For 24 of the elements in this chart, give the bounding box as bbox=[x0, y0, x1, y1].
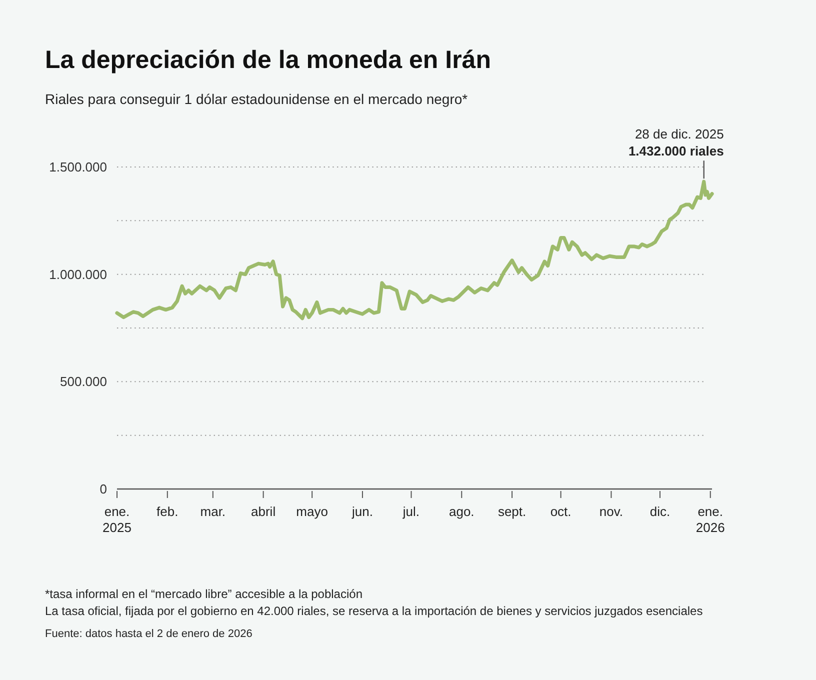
text: *tasa informal en el “mercado libre” accesible a la población bbox=[45, 587, 362, 601]
x-tick-label: oct. bbox=[550, 504, 572, 519]
x-tick-label: mayo bbox=[296, 504, 328, 519]
x-tick-label: feb. bbox=[156, 504, 178, 519]
x-tick-label: ago. bbox=[448, 504, 474, 519]
line-series bbox=[115, 180, 714, 320]
x-tick-label: jun. bbox=[350, 504, 373, 519]
chart-title: La depreciación de la moneda en Irán bbox=[45, 46, 491, 74]
x-tick-label: ene. 2026 bbox=[696, 504, 725, 535]
x-tick-label: abril bbox=[251, 504, 276, 519]
annotation: 28 de dic. 2025 1.432.000 riales bbox=[628, 126, 724, 159]
x-tick-label: mar. bbox=[200, 504, 226, 519]
x-tick-label: dic. bbox=[650, 504, 670, 519]
y-tick-label: 0 bbox=[100, 482, 107, 497]
y-tick-label: 1.500.000 bbox=[49, 160, 107, 175]
x-tick-label: jul. bbox=[402, 504, 420, 519]
chart-subtitle: Riales para conseguir 1 dólar estadounidense en el mercado negro* bbox=[45, 91, 468, 107]
x-tick-label: nov. bbox=[599, 504, 624, 519]
y-tick-label: 500.000 bbox=[60, 374, 107, 390]
source-note: Fuente: datos hasta el 2 de enero de 2026 bbox=[45, 628, 252, 640]
y-tick-label: 1.000.000 bbox=[49, 266, 107, 282]
text: La tasa oficial, fijada por el gobierno en 42.000 riales, se reserva a la importación de bienes y servicios juzgados esenciales bbox=[45, 604, 703, 618]
x-tick-label: ene. 2025 bbox=[102, 504, 132, 535]
x-tick-label: sept. bbox=[498, 504, 526, 519]
